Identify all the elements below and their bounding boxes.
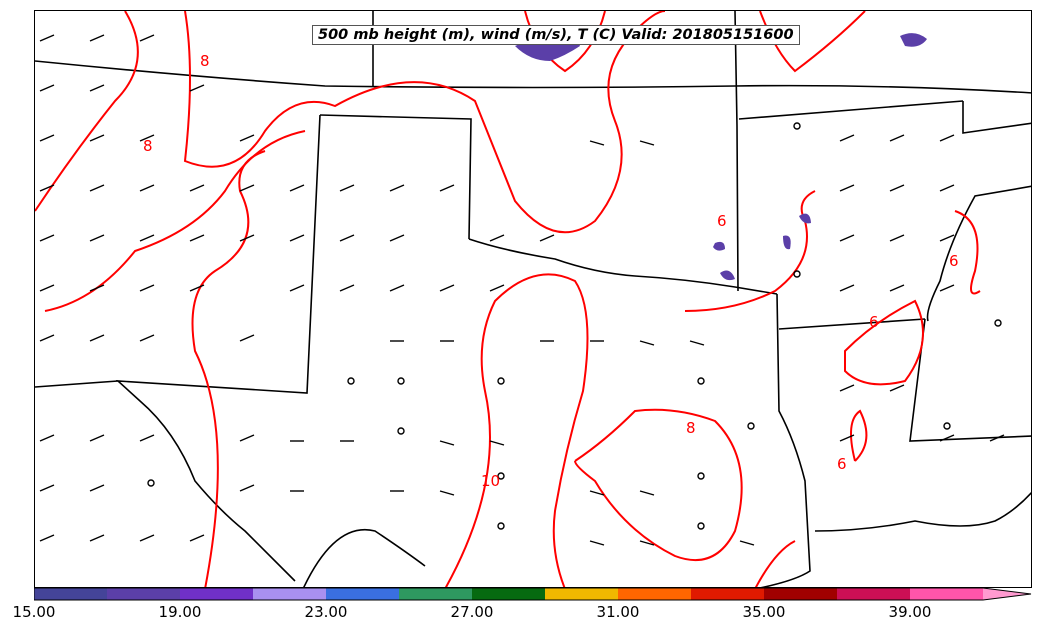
colorbar-segment	[180, 588, 253, 600]
contour-label: 8	[143, 137, 153, 155]
state-boundaries	[35, 11, 1031, 587]
colorbar-tick-label: 23.00	[304, 603, 348, 621]
colorbar-tick-label: 15.00	[12, 603, 56, 621]
colorbar-segment	[910, 588, 983, 600]
colorbar-tick-label: 31.00	[596, 603, 640, 621]
colorbar-extend-arrow	[983, 588, 1031, 600]
wind-barbs	[39, 34, 1005, 546]
colorbar-segment	[253, 588, 326, 600]
colorbar-segment	[34, 588, 107, 600]
colorbar-outline	[34, 588, 1032, 601]
contour-labels: 8 8 6 6 6 10 8 6	[143, 52, 959, 490]
temperature-contours	[35, 11, 981, 587]
contour-label: 8	[200, 52, 210, 70]
colorbar-segment	[399, 588, 472, 600]
contour-label: 6	[837, 455, 847, 473]
colorbar-segment	[764, 588, 837, 600]
wind-shading	[515, 33, 927, 281]
contour-label: 6	[949, 252, 959, 270]
contour-label: 6	[869, 313, 879, 331]
map-panel: 8 8 6 6 6 10 8 6 500 mb height (m), wind…	[34, 10, 1032, 588]
colorbar-tick-label: 35.00	[742, 603, 786, 621]
colorbar-segment	[326, 588, 399, 600]
map-title: 500 mb height (m), wind (m/s), T (C) Val…	[312, 25, 800, 45]
colorbar-tick-label: 27.00	[450, 603, 494, 621]
contour-label: 10	[481, 472, 500, 490]
colorbar-segment	[107, 588, 180, 600]
colorbar-segment	[618, 588, 691, 600]
colorbar-tick-label: 39.00	[888, 603, 932, 621]
colorbar	[34, 588, 1032, 601]
colorbar-segment	[545, 588, 618, 600]
contour-label: 8	[686, 419, 696, 437]
calm-wind-circles	[147, 122, 1002, 530]
colorbar-segment	[837, 588, 910, 600]
colorbar-tick-label: 19.00	[158, 603, 202, 621]
contour-label: 6	[717, 212, 727, 230]
map-canvas: 8 8 6 6 6 10 8 6	[35, 11, 1031, 587]
colorbar-segment	[472, 588, 545, 600]
colorbar-segment	[691, 588, 764, 600]
